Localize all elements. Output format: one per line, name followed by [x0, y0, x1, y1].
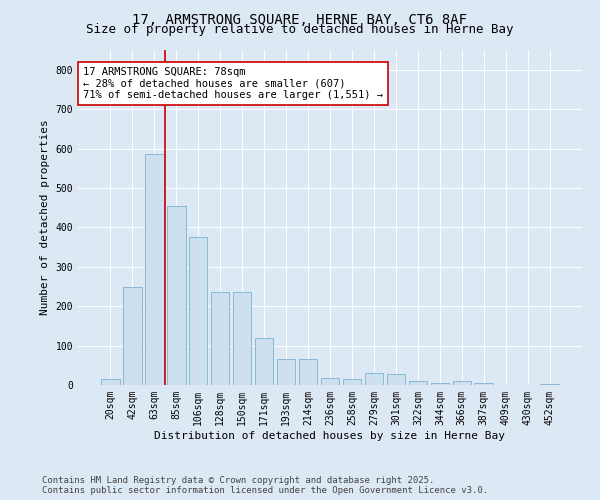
Bar — [365, 373, 383, 385]
Bar — [101, 379, 119, 385]
Bar — [452, 381, 471, 385]
X-axis label: Distribution of detached houses by size in Herne Bay: Distribution of detached houses by size … — [155, 430, 505, 440]
Text: Size of property relative to detached houses in Herne Bay: Size of property relative to detached ho… — [86, 22, 514, 36]
Bar — [299, 360, 317, 385]
Bar — [211, 292, 229, 385]
Bar — [541, 384, 559, 385]
Bar — [320, 378, 340, 385]
Bar — [233, 292, 251, 385]
Bar — [189, 237, 208, 385]
Bar — [255, 338, 274, 385]
Text: Contains HM Land Registry data © Crown copyright and database right 2025.
Contai: Contains HM Land Registry data © Crown c… — [42, 476, 488, 495]
Bar — [475, 383, 493, 385]
Text: 17, ARMSTRONG SQUARE, HERNE BAY, CT6 8AF: 17, ARMSTRONG SQUARE, HERNE BAY, CT6 8AF — [133, 12, 467, 26]
Bar — [431, 383, 449, 385]
Bar — [409, 381, 427, 385]
Bar — [145, 154, 164, 385]
Bar — [277, 360, 295, 385]
Bar — [167, 206, 185, 385]
Bar — [386, 374, 405, 385]
Y-axis label: Number of detached properties: Number of detached properties — [40, 120, 50, 316]
Text: 17 ARMSTRONG SQUARE: 78sqm
← 28% of detached houses are smaller (607)
71% of sem: 17 ARMSTRONG SQUARE: 78sqm ← 28% of deta… — [83, 66, 383, 100]
Bar — [343, 379, 361, 385]
Bar — [123, 288, 142, 385]
